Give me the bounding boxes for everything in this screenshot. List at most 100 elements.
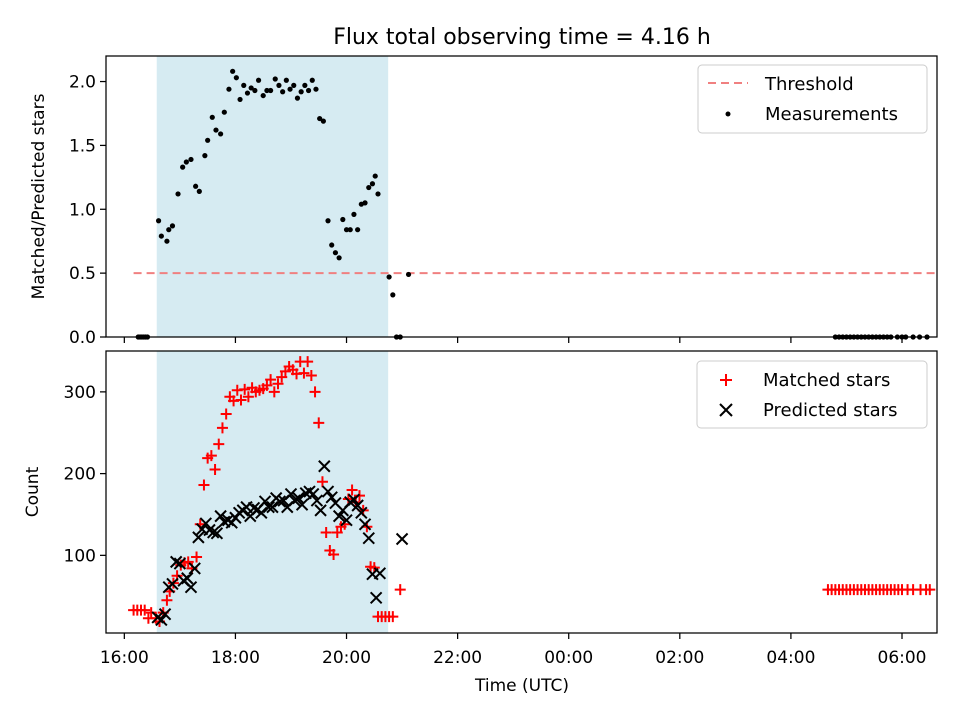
top-y-tick-label: 2.0 <box>69 73 96 93</box>
predicted-star-point <box>184 581 198 594</box>
predicted-star-point <box>207 526 220 539</box>
predicted-star-point <box>358 518 372 531</box>
measurement-point <box>226 86 232 92</box>
measurement-point <box>332 250 339 256</box>
predicted-star-point <box>188 562 201 575</box>
top-y-tick-label: 1.0 <box>69 200 96 220</box>
measurement-point <box>336 255 342 261</box>
measurement-point <box>302 82 308 88</box>
predicted-star-point <box>262 500 275 514</box>
predicted-star-point <box>214 509 227 523</box>
measurement-point <box>241 82 247 88</box>
measurement-point <box>196 188 202 194</box>
x-tick-label: 02:00 <box>655 648 704 668</box>
bottom-y-ticks: 100 200 300 <box>64 383 106 566</box>
measurement-point <box>213 127 219 133</box>
predicted-star-point <box>255 506 268 520</box>
top-legend-box <box>697 64 928 134</box>
predicted-star-point <box>258 495 272 508</box>
measurement-point <box>209 114 215 120</box>
predicted-star-point <box>284 487 298 501</box>
top-y-axis-label: Matched/Predicted stars <box>29 93 49 299</box>
measurement-point <box>347 227 353 233</box>
matched-star-point <box>316 476 328 488</box>
measurement-point <box>320 118 326 124</box>
predicted-star-point <box>155 613 168 627</box>
measurement-point <box>202 153 208 159</box>
measurement-point <box>252 87 258 94</box>
top-legend: Threshold Measurements <box>697 64 928 134</box>
top-axes-frame <box>105 55 938 338</box>
predicted-star-point <box>362 531 375 545</box>
measurement-point <box>283 77 289 83</box>
predicted-star-point <box>306 487 320 501</box>
measurement-point <box>205 137 211 143</box>
measurement-point <box>372 173 378 179</box>
measurement-point <box>386 274 392 280</box>
predicted-star-point <box>340 513 353 527</box>
predicted-star-point <box>292 491 305 505</box>
matched-star-point <box>198 479 210 491</box>
measurement-point <box>180 164 186 170</box>
measurement-point <box>255 77 262 83</box>
matched-star-point <box>235 394 247 406</box>
predicted-star-point <box>199 517 213 530</box>
matched-star-point <box>272 378 284 390</box>
bottom-legend: Matched stars Predicted stars <box>696 360 928 429</box>
measurement-point <box>340 216 346 223</box>
bottom-panel: 100 200 300 16:00 18:00 20:00 22:00 00:00 02:00… <box>23 350 938 696</box>
x-tick-label: 22:00 <box>433 648 482 668</box>
x-tick-label: 00:00 <box>544 648 593 668</box>
measurement-point <box>329 242 335 248</box>
matched-star-point <box>139 604 151 616</box>
matched-star-point <box>298 367 310 379</box>
predicted-star-point <box>181 572 194 585</box>
matched-star-point <box>216 422 228 434</box>
measurement-point <box>221 109 227 115</box>
predicted-star-point <box>173 557 187 570</box>
matched-star-point <box>145 607 157 619</box>
measurement-point <box>264 87 270 94</box>
bottom-y-axis-label: Count <box>23 466 43 517</box>
matched-star-point <box>213 438 225 450</box>
predicted-star-point <box>332 509 346 523</box>
matched-star-point <box>302 356 314 368</box>
top-x-ticks <box>123 337 903 343</box>
predicted-star-point <box>295 498 309 511</box>
matched-star-point <box>276 371 288 383</box>
measurement-point <box>317 115 323 122</box>
matched-star-point <box>182 556 194 568</box>
top-observing-span <box>156 56 389 337</box>
matched-star-point <box>309 386 321 398</box>
measurement-point <box>268 87 274 94</box>
bottom-observing-span <box>156 351 389 633</box>
top-y-tick-label: 0.0 <box>69 328 96 348</box>
matched-star-point <box>265 374 277 386</box>
matched-star-point <box>239 383 251 395</box>
matched-star-point <box>346 484 358 496</box>
matched-star-point <box>331 526 343 538</box>
matched-star-point <box>268 386 280 398</box>
bottom-y-tick-label: 200 <box>64 465 96 485</box>
predicted-star-point <box>314 504 327 517</box>
matched-star-point <box>353 490 365 502</box>
measurement-point <box>294 95 301 101</box>
matched-star-point <box>161 594 173 606</box>
bottom-legend-box <box>696 360 928 429</box>
measurement-point <box>183 159 189 165</box>
x-tick-label: 16:00 <box>100 648 149 668</box>
legend-measurements-label: Measurements <box>765 104 898 125</box>
measurement-point <box>291 82 297 88</box>
predicted-star-point <box>210 527 224 540</box>
measurement-point <box>369 181 376 187</box>
predicted-star-point <box>192 531 205 544</box>
measurement-point <box>175 191 181 197</box>
measurement-point <box>313 86 319 92</box>
predicted-star-point <box>310 494 324 507</box>
measurement-point <box>280 89 286 95</box>
matched-star-point <box>191 551 203 563</box>
measurement-point <box>375 191 381 197</box>
matched-star-point <box>394 584 406 596</box>
measurement-point <box>237 96 243 103</box>
